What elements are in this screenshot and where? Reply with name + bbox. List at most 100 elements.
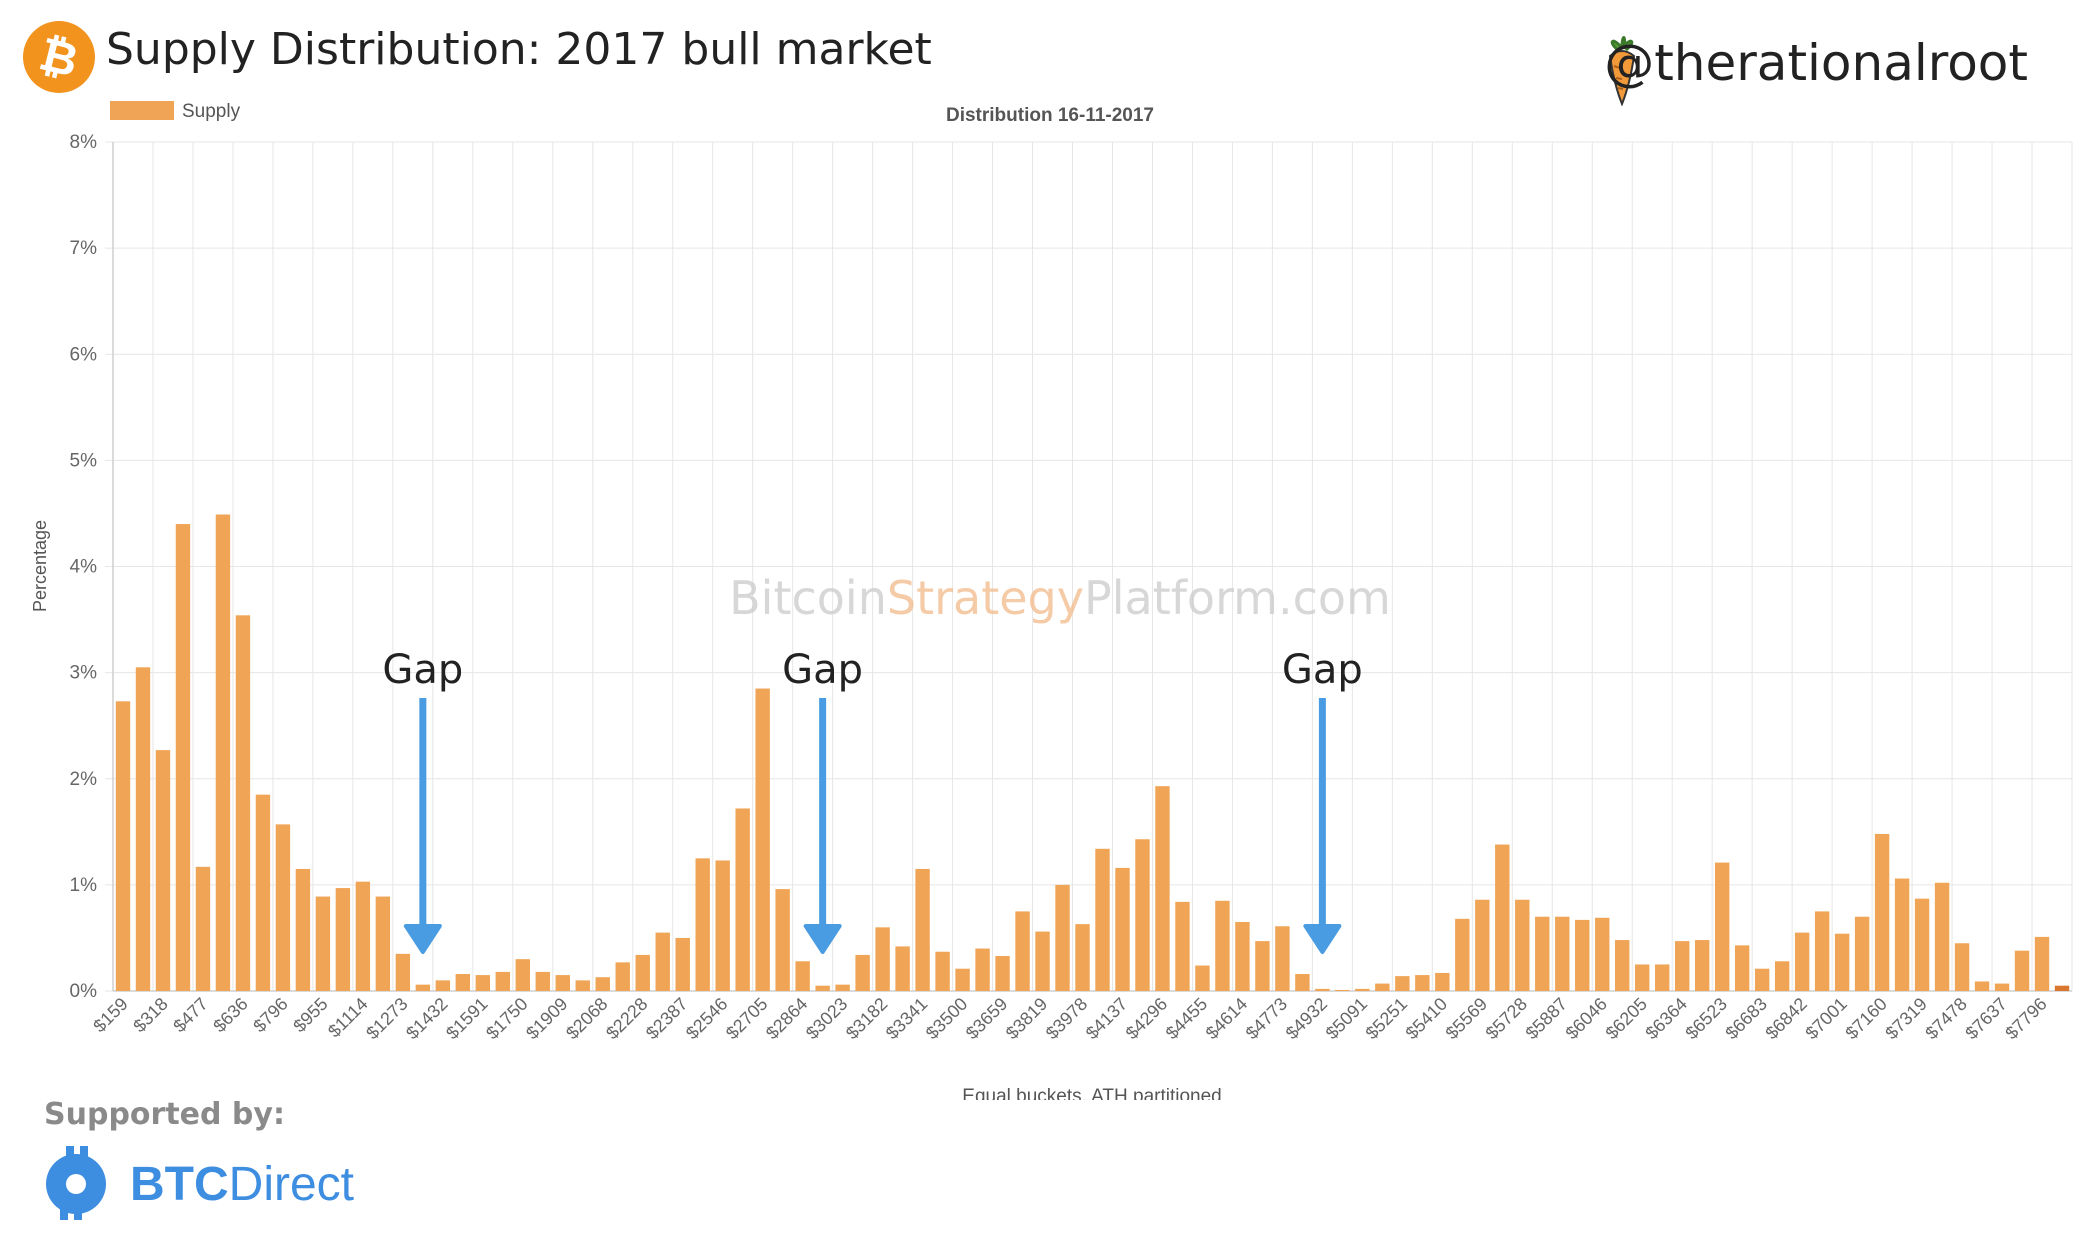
bar bbox=[1455, 918, 1470, 991]
x-tick-label: $318 bbox=[129, 994, 171, 1036]
bar bbox=[1195, 965, 1210, 991]
bar bbox=[1615, 940, 1630, 991]
bar bbox=[115, 701, 131, 991]
bar bbox=[475, 975, 491, 991]
bar bbox=[655, 932, 670, 991]
y-tick-label: 2% bbox=[70, 769, 98, 790]
bar bbox=[375, 896, 391, 991]
bar bbox=[1275, 926, 1290, 991]
btc-direct-wordmark: BTCDirect bbox=[130, 1157, 354, 1212]
x-axis-label: Equal buckets, ATH partitioned bbox=[962, 1086, 1221, 1100]
x-tick-label: $2705 bbox=[722, 994, 772, 1044]
bar bbox=[1595, 917, 1610, 991]
bar bbox=[1934, 882, 1950, 991]
bar bbox=[695, 858, 710, 991]
bar bbox=[1055, 884, 1070, 991]
bar bbox=[855, 954, 870, 991]
bar bbox=[1734, 945, 1750, 991]
x-tick-label: $4773 bbox=[1242, 994, 1292, 1044]
bar bbox=[1635, 964, 1650, 991]
btc-direct-bold: BTC bbox=[130, 1158, 229, 1211]
bar bbox=[435, 980, 451, 991]
x-tick-label: $7796 bbox=[2001, 994, 2051, 1044]
bar bbox=[1914, 898, 1930, 991]
x-tick-label: $6364 bbox=[1641, 994, 1691, 1044]
bar bbox=[1874, 833, 1890, 991]
supply-distribution-chart: BitcoinStrategyPlatform.com 0% 1% 2% 3% 4% 5%… bbox=[30, 101, 2073, 1100]
y-axis-label: Percentage bbox=[30, 520, 50, 612]
bar bbox=[1794, 932, 1810, 991]
bar bbox=[715, 860, 730, 991]
bar bbox=[135, 667, 151, 991]
y-tick-label: 8% bbox=[70, 132, 98, 153]
x-tick-label: $2864 bbox=[762, 994, 812, 1044]
x-tick-label: $2387 bbox=[642, 994, 692, 1044]
x-tick-label: $5091 bbox=[1322, 994, 1372, 1044]
bar bbox=[1475, 899, 1490, 991]
bar bbox=[1954, 943, 1970, 991]
x-tick-label: $4137 bbox=[1082, 994, 1132, 1044]
x-tick-label: $5410 bbox=[1402, 994, 1452, 1044]
gap-label: Gap bbox=[382, 647, 463, 693]
chart-title: Distribution 16-11-2017 bbox=[946, 105, 1154, 126]
bar bbox=[415, 984, 431, 991]
bar bbox=[295, 868, 311, 991]
bar bbox=[1854, 916, 1870, 991]
x-tick-label: $7478 bbox=[1921, 994, 1971, 1044]
bar bbox=[515, 959, 530, 991]
bar bbox=[815, 985, 830, 991]
x-tick-label: $1750 bbox=[482, 994, 532, 1044]
bar bbox=[795, 961, 810, 991]
bar bbox=[1255, 941, 1270, 991]
x-tick-label: $1114 bbox=[324, 994, 372, 1042]
bar bbox=[1315, 988, 1330, 991]
x-tick-label: $7001 bbox=[1801, 994, 1851, 1044]
y-tick-label: 7% bbox=[70, 238, 98, 259]
btc-direct-logo-icon bbox=[46, 1146, 106, 1220]
gap-arrow-head bbox=[403, 924, 442, 954]
chart-grid bbox=[105, 141, 2073, 992]
y-tick-label: 1% bbox=[70, 875, 98, 896]
x-tick-label: $477 bbox=[169, 994, 211, 1036]
x-tick-label: $2228 bbox=[602, 994, 652, 1044]
bar bbox=[1135, 839, 1150, 991]
x-tick-label: $5728 bbox=[1482, 994, 1532, 1044]
bar bbox=[1894, 878, 1910, 991]
bar bbox=[915, 868, 930, 991]
bar bbox=[495, 971, 510, 991]
bar bbox=[935, 951, 950, 991]
bar bbox=[1015, 911, 1030, 991]
bar bbox=[1994, 983, 2010, 991]
bar bbox=[1075, 924, 1090, 991]
y-tick-label: 4% bbox=[70, 557, 98, 578]
bar bbox=[1395, 976, 1410, 991]
bar bbox=[1035, 931, 1050, 991]
bar bbox=[1415, 975, 1430, 991]
x-tick-label: $2068 bbox=[562, 994, 612, 1044]
x-tick-label: $6842 bbox=[1761, 994, 1811, 1044]
x-tick-label: $5569 bbox=[1442, 994, 1492, 1044]
x-tick-label: $3500 bbox=[922, 994, 972, 1044]
bar bbox=[575, 980, 590, 991]
bitcoin-logo-icon: ₿ bbox=[23, 21, 95, 93]
x-axis-ticks: $159$318$477$636$796$955$1114$1273$1432$… bbox=[89, 994, 2050, 1044]
bar bbox=[1754, 968, 1770, 991]
x-tick-label: $7160 bbox=[1841, 994, 1891, 1044]
x-tick-label: $1591 bbox=[442, 994, 492, 1044]
bar bbox=[2014, 950, 2030, 991]
page-title: Supply Distribution: 2017 bull market bbox=[106, 24, 932, 75]
y-tick-label: 3% bbox=[70, 663, 98, 684]
bar bbox=[1175, 901, 1190, 991]
bar bbox=[635, 954, 650, 991]
watermark-part3: Platform.com bbox=[1084, 571, 1391, 625]
bar bbox=[975, 948, 990, 991]
x-tick-label: $7319 bbox=[1881, 994, 1931, 1044]
bar bbox=[675, 937, 690, 991]
x-tick-label: $3023 bbox=[802, 994, 852, 1044]
y-axis-ticks: 0% 1% 2% 3% 4% 5% 6% 7% 8% bbox=[70, 132, 98, 1002]
bar bbox=[1115, 867, 1130, 991]
x-tick-label: $1909 bbox=[522, 994, 572, 1044]
bar bbox=[835, 984, 850, 991]
x-tick-label: $796 bbox=[249, 994, 291, 1036]
bar bbox=[1575, 919, 1590, 991]
